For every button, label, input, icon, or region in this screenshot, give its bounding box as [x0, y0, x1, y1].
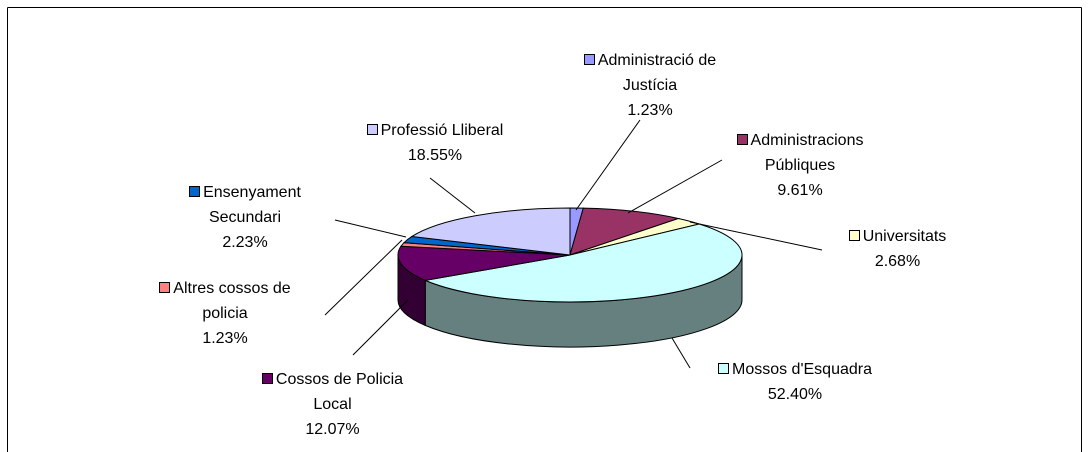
legend-marker — [848, 230, 860, 241]
category-name: Universitats — [862, 228, 947, 245]
slice — [410, 207, 571, 256]
leader-line — [334, 219, 407, 238]
category-name: Professió Lliberal — [380, 122, 504, 139]
label-name-line: Professió Lliberal — [335, 118, 535, 143]
leader-line — [324, 239, 403, 316]
data-label: Universitats 2.68% — [825, 224, 970, 274]
slice — [397, 245, 571, 281]
label-name-line: Administració de Justícia — [565, 48, 735, 98]
data-label: Administració de Justícia 1.23% — [565, 48, 735, 123]
value-label: 9.61% — [777, 182, 823, 199]
legend-marker — [366, 124, 378, 135]
label-name-line: Universitats — [825, 224, 970, 249]
legend-marker — [583, 54, 595, 65]
leader-line — [671, 337, 691, 369]
data-label: Mossos d'Esquadra 52.40% — [685, 357, 905, 407]
data-label: Altres cossos de policia 1.23% — [140, 276, 310, 351]
value-label: 52.40% — [767, 386, 823, 403]
value-label: 2.23% — [222, 234, 268, 251]
label-name-line: Mossos d'Esquadra — [685, 357, 905, 382]
slice-tops — [397, 207, 743, 303]
value-label: 2.68% — [874, 253, 921, 270]
category-name: Administració de Justícia — [597, 52, 717, 94]
slice — [569, 207, 681, 256]
data-label: Administracions Públiques 9.61% — [715, 128, 885, 203]
data-label: Professió Lliberal 18.55% — [335, 118, 535, 168]
frame — [7, 7, 1082, 452]
legend-marker — [159, 282, 171, 293]
label-name-line: Altres cossos de policia — [140, 276, 310, 326]
leader-lines — [324, 119, 823, 369]
category-name: Mossos d'Esquadra — [731, 361, 872, 378]
data-label: Cossos de Policia Local 12.07% — [245, 367, 420, 442]
leader-line — [575, 119, 641, 211]
category-name: Cossos de Policia Local — [275, 371, 404, 413]
value-label: 1.23% — [627, 102, 673, 119]
label-name-line: Administracions Públiques — [715, 128, 885, 178]
category-name: Administracions Públiques — [750, 132, 864, 174]
legend-marker — [717, 363, 729, 374]
category-name: Altres cossos de policia — [173, 280, 291, 322]
value-label: 1.23% — [202, 330, 248, 347]
category-name: Ensenyament Secundari — [203, 184, 301, 226]
slice — [423, 223, 743, 303]
legend-marker — [736, 134, 748, 145]
leader-line — [429, 177, 476, 214]
value-label: 12.07% — [305, 421, 360, 438]
legend-marker — [261, 373, 273, 384]
label-name-line: Ensenyament Secundari — [170, 180, 320, 230]
label-name-line: Cossos de Policia Local — [245, 367, 420, 417]
legend-marker — [189, 186, 201, 197]
leader-line — [627, 159, 723, 214]
value-label: 18.55% — [407, 147, 463, 164]
data-label: Ensenyament Secundari 2.23% — [170, 180, 320, 255]
leader-line — [689, 221, 823, 251]
leader-line — [352, 299, 409, 356]
